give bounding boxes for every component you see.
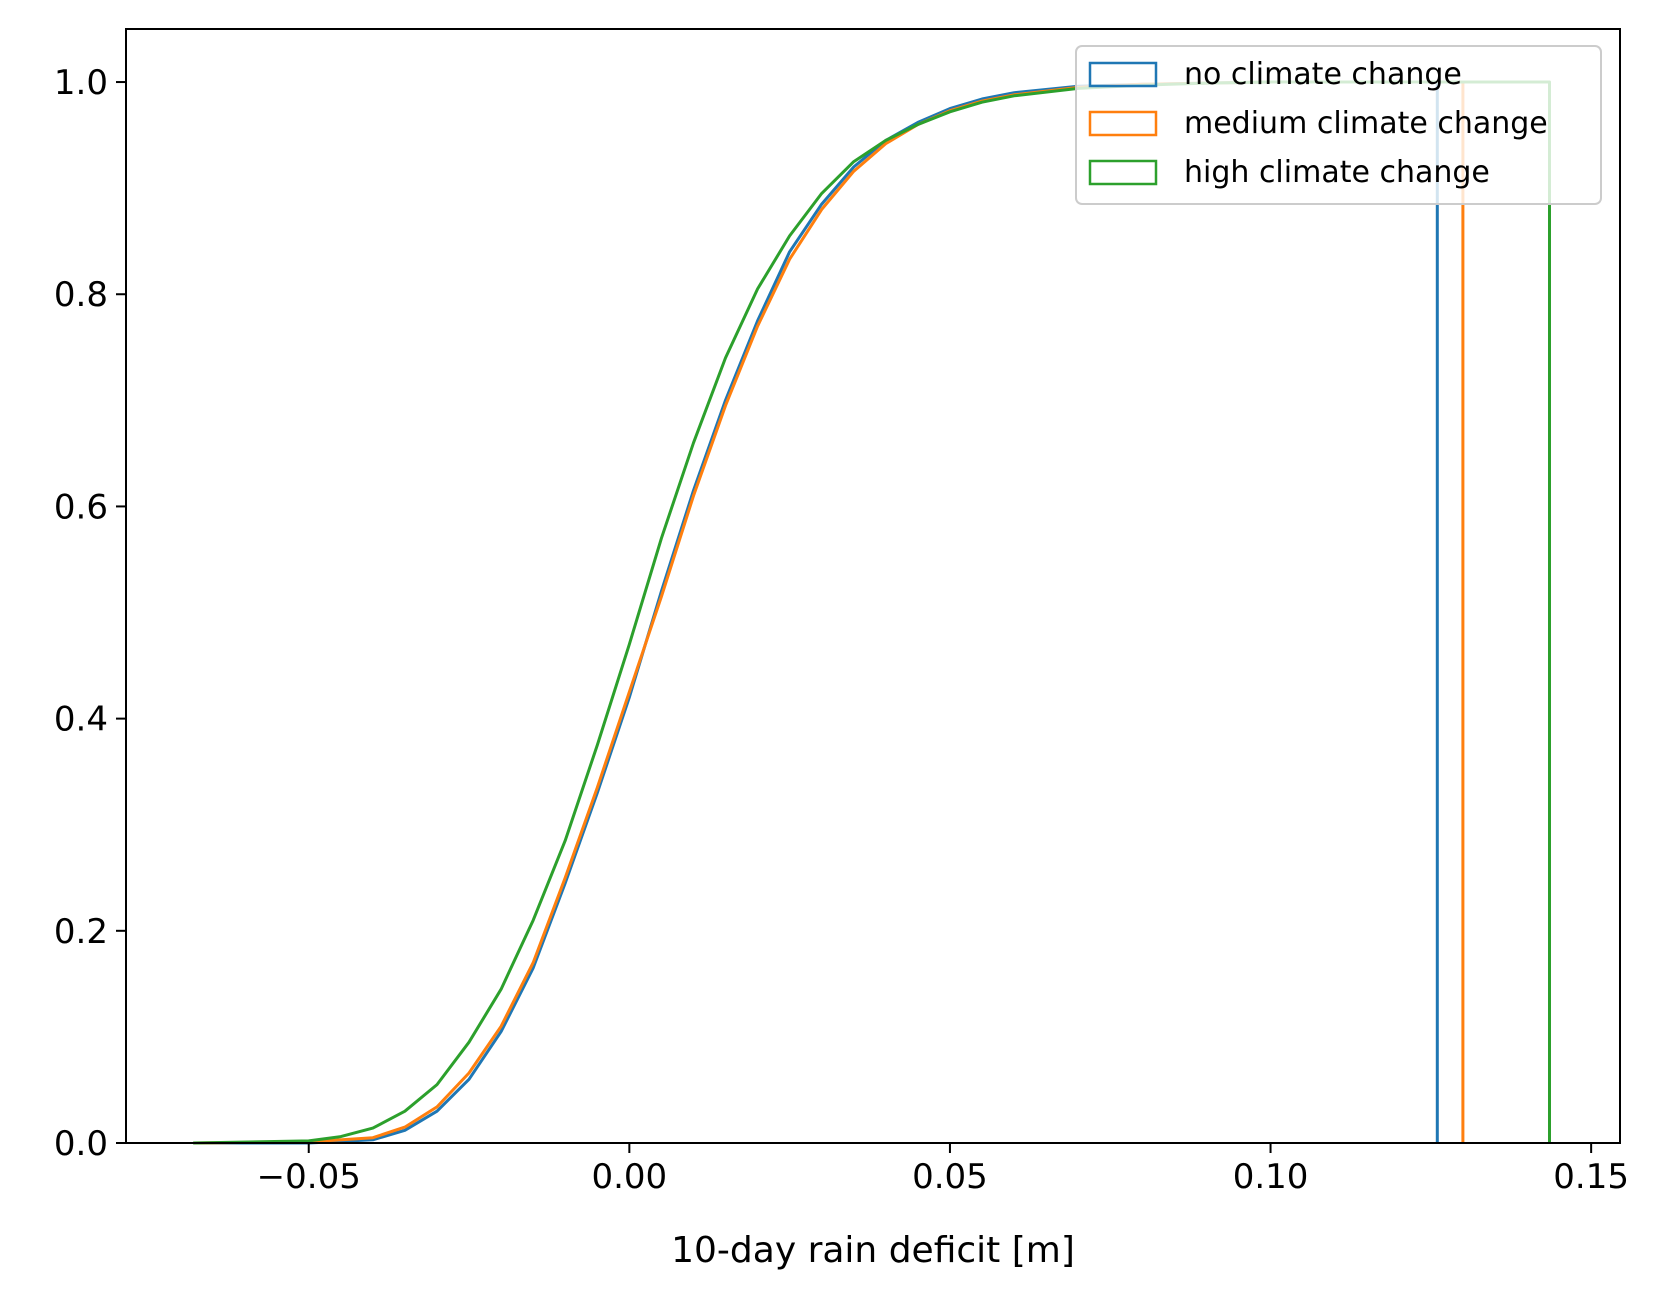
y-tick-label: 1.0 <box>54 63 108 103</box>
legend-swatch <box>1088 61 1158 88</box>
legend-label: high climate change <box>1184 155 1490 190</box>
x-tick-label: 0.10 <box>1233 1157 1309 1197</box>
x-tick-label: 0.15 <box>1553 1157 1629 1197</box>
legend: no climate change medium climate change hi… <box>1075 45 1602 205</box>
x-axis-label: 10-day rain deficit [m] <box>671 1230 1075 1271</box>
legend-swatch <box>1088 110 1158 137</box>
y-tick-label: 0.2 <box>54 912 108 952</box>
legend-label: medium climate change <box>1184 106 1548 141</box>
x-axis: −0.05 0.00 0.05 0.10 0.15 <box>257 1143 1629 1197</box>
legend-box <box>1075 45 1602 205</box>
y-axis: 0.0 0.2 0.4 0.6 0.8 1.0 <box>54 63 126 1164</box>
y-tick-label: 0.4 <box>54 700 108 740</box>
legend-swatch <box>1088 159 1158 186</box>
x-tick-label: 0.05 <box>912 1157 988 1197</box>
x-tick-label: 0.00 <box>591 1157 667 1197</box>
y-tick-label: 0.6 <box>54 487 108 527</box>
y-tick-label: 0.0 <box>54 1124 108 1164</box>
legend-label: no climate change <box>1184 57 1462 92</box>
plot-area <box>126 29 1620 1143</box>
plot-frame <box>125 28 1621 1144</box>
y-tick-label: 0.8 <box>54 275 108 315</box>
x-tick-label: −0.05 <box>257 1157 361 1197</box>
